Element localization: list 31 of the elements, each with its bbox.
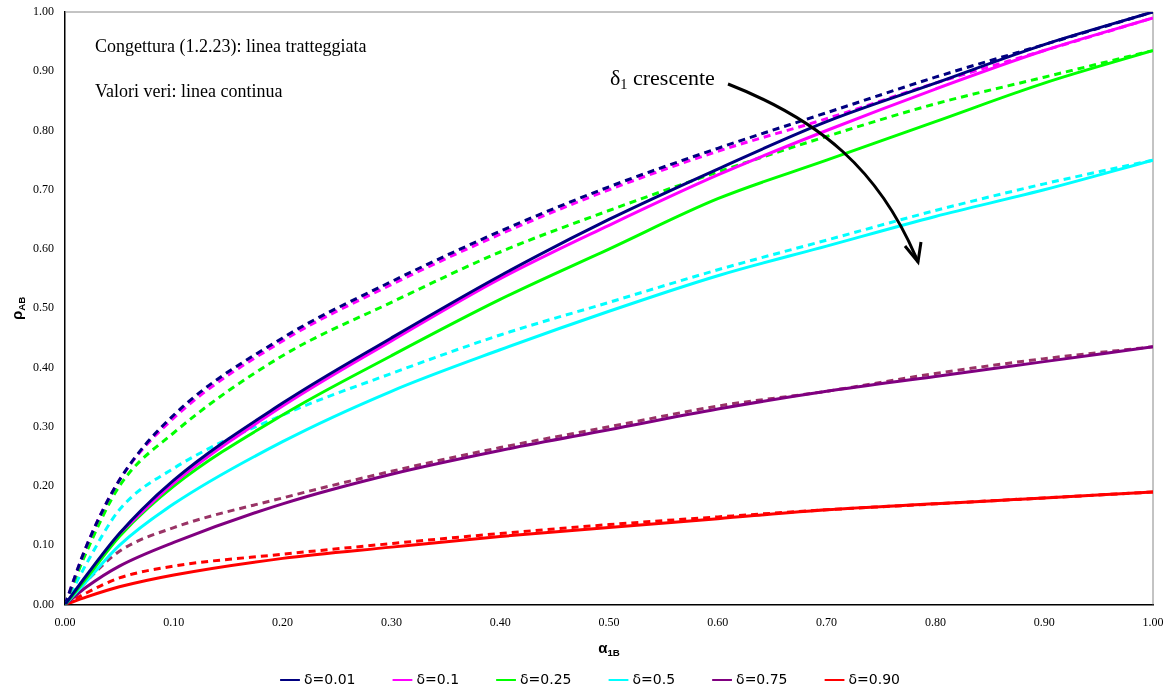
legend-label: δ=0.01 [304,670,356,687]
legend-label: δ=0.25 [520,670,572,687]
y-tick-label: 0.90 [33,63,54,78]
legend-label: δ=0.5 [632,670,676,687]
x-tick-label: 0.60 [707,614,729,629]
x-tick-label: 0.20 [272,614,294,629]
legend-label: δ=0.90 [848,670,900,687]
x-tick-label: 1.00 [1142,614,1164,629]
annotation: Congettura (1.2.23): linea tratteggiata [95,36,367,57]
x-tick-label: 0.00 [54,614,76,629]
legend-label: δ=0.75 [736,670,788,687]
y-tick-label: 0.30 [33,418,54,433]
y-tick-label: 0.70 [33,181,54,196]
x-tick-label: 0.70 [816,614,838,629]
x-tick-label: 0.30 [380,614,402,629]
y-tick-label: 0.80 [33,122,54,137]
legend-label: δ=0.1 [416,670,460,687]
y-tick-label: 1.00 [33,4,54,19]
x-tick-label: 0.10 [163,614,185,629]
y-tick-label: 0.00 [33,596,54,611]
annotation: Valori veri: linea continua [95,81,283,101]
y-tick-label: 0.20 [33,478,54,493]
y-tick-label: 0.40 [33,359,54,374]
x-tick-label: 0.50 [598,614,620,629]
x-tick-label: 0.90 [1033,614,1055,629]
x-tick-label: 0.80 [924,614,946,629]
y-tick-label: 0.60 [33,241,54,256]
y-tick-label: 0.10 [33,537,54,552]
y-tick-label: 0.50 [33,300,54,315]
y-axis-title: ρAB [8,296,27,320]
x-tick-label: 0.40 [489,614,511,629]
